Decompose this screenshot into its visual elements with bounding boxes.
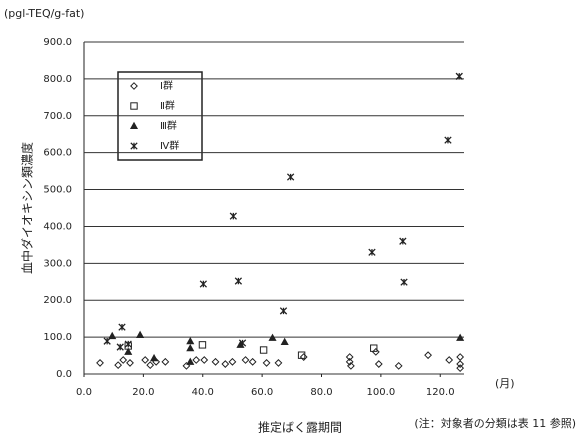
y-tick-label: 200.0 — [43, 295, 72, 306]
y-tick-label: 800.0 — [43, 74, 72, 85]
x-tick-label: 20.0 — [132, 387, 154, 398]
point — [297, 351, 306, 359]
point — [199, 280, 208, 288]
point — [248, 357, 257, 366]
point — [124, 347, 133, 355]
point — [161, 357, 170, 366]
point — [146, 361, 155, 370]
legend-label: Ⅰ群 — [160, 79, 173, 92]
y-tick-label: 0.0 — [56, 369, 72, 380]
point — [371, 347, 380, 356]
y-tick-label: 500.0 — [43, 185, 72, 196]
y-tick-label: 600.0 — [43, 148, 72, 159]
point — [211, 357, 220, 366]
point — [280, 337, 289, 345]
point — [456, 333, 465, 341]
point — [374, 360, 383, 368]
legend-marker — [130, 142, 138, 150]
y-tick-label: 400.0 — [43, 221, 72, 232]
point — [108, 331, 117, 340]
legend-label: Ⅲ群 — [160, 119, 177, 132]
y-tick-label: 300.0 — [43, 258, 72, 269]
x-tick-label: 100.0 — [367, 387, 396, 398]
note: (注：対象者の分類は表 11 参照) — [414, 416, 576, 430]
legend-label: Ⅱ群 — [160, 99, 175, 112]
point — [274, 359, 283, 367]
point — [96, 359, 104, 367]
point — [116, 343, 124, 351]
legend-marker — [129, 121, 139, 130]
y-unit: (pgl-TEQ/g-fat) — [4, 7, 84, 20]
point — [238, 339, 247, 347]
point — [286, 173, 295, 181]
point — [186, 336, 195, 345]
x-tick-label: 80.0 — [310, 387, 332, 398]
point — [368, 248, 376, 256]
point — [124, 340, 132, 348]
point — [456, 353, 465, 361]
point — [228, 357, 237, 366]
point — [456, 360, 465, 368]
point — [456, 364, 465, 373]
point — [118, 323, 126, 331]
point — [186, 343, 195, 352]
point — [103, 337, 111, 345]
y-tick-label: 900.0 — [43, 37, 72, 48]
y-axis-title: 血中ダイオキシン類濃度 — [20, 142, 35, 274]
point — [268, 333, 277, 341]
legend-label: Ⅳ群 — [160, 139, 179, 152]
point — [198, 341, 207, 349]
point — [192, 356, 201, 364]
x-axis-title: 推定ばく露期間 — [258, 420, 342, 435]
point — [279, 307, 288, 315]
point — [400, 278, 408, 286]
point — [126, 359, 134, 367]
point — [141, 356, 150, 364]
legend-marker — [130, 102, 138, 110]
x-unit: (月) — [495, 377, 515, 390]
point — [234, 277, 243, 285]
point — [424, 351, 432, 360]
point — [455, 72, 463, 80]
point — [345, 357, 354, 366]
point — [259, 346, 268, 354]
point — [346, 361, 355, 370]
y-tick-label: 100.0 — [43, 332, 72, 343]
point — [345, 353, 354, 361]
point — [241, 356, 250, 364]
point — [119, 356, 128, 364]
point — [262, 359, 271, 367]
point — [370, 344, 378, 352]
point — [229, 212, 237, 220]
point — [114, 361, 123, 370]
point — [221, 360, 230, 368]
point — [299, 353, 308, 361]
point — [136, 330, 145, 338]
point — [200, 356, 209, 364]
point — [150, 353, 159, 362]
x-tick-label: 0.0 — [76, 387, 92, 398]
legend-marker — [130, 82, 138, 90]
point — [394, 361, 403, 370]
point — [399, 237, 407, 245]
point — [444, 136, 452, 144]
y-tick-label: 700.0 — [43, 111, 72, 122]
x-tick-label: 120.0 — [426, 387, 455, 398]
x-tick-label: 40.0 — [192, 387, 214, 398]
point — [186, 357, 195, 365]
point — [445, 356, 454, 364]
x-tick-label: 60.0 — [251, 387, 273, 398]
